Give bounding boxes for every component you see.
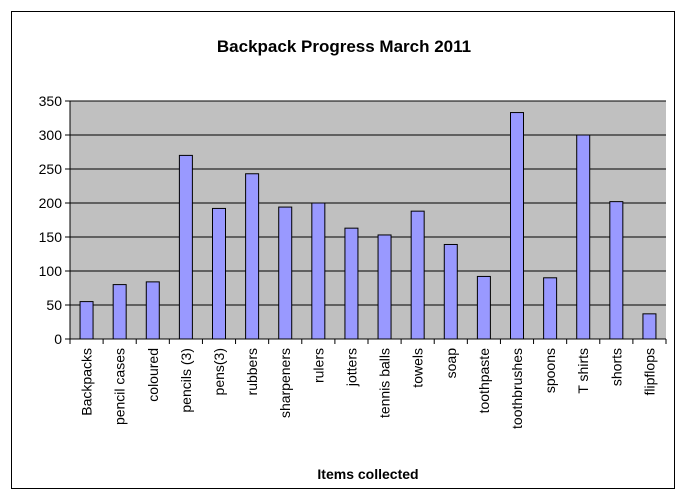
bar xyxy=(178,154,193,340)
x-tick-label: coloured xyxy=(145,348,161,402)
y-tick-label: 350 xyxy=(39,93,63,109)
y-tick-label: 50 xyxy=(46,297,62,313)
x-tick-label: sharpeners xyxy=(277,348,293,418)
x-tick-label: pencils (3) xyxy=(178,348,194,413)
x-axis-title: Items collected xyxy=(317,466,418,482)
chart-title: Backpack Progress March 2011 xyxy=(217,37,471,56)
axes xyxy=(65,100,667,344)
y-tick-label: 300 xyxy=(39,127,63,143)
y-tick-label: 0 xyxy=(54,331,62,347)
bar xyxy=(642,313,657,340)
bar xyxy=(476,275,491,340)
bar xyxy=(79,301,94,340)
x-tick-label: pencil cases xyxy=(112,348,128,425)
x-tick-label: T shirts xyxy=(575,348,591,394)
bar xyxy=(245,173,260,340)
bars xyxy=(79,112,657,340)
x-tick-label: toothbrushes xyxy=(509,348,525,429)
x-tick-label: spoons xyxy=(542,348,558,393)
bar xyxy=(212,207,226,340)
y-tick-labels: 0 50 100 150 200 250 300 350 xyxy=(39,93,63,347)
x-tick-label: flipflops xyxy=(641,348,657,395)
chart-frame: Backpack Progress March 2011 0 50 100 150 20… xyxy=(11,11,675,489)
x-tick-label: toothpaste xyxy=(476,348,492,414)
bar xyxy=(609,201,624,340)
y-tick-label: 150 xyxy=(39,229,63,245)
y-tick-label: 100 xyxy=(39,263,63,279)
y-tick-label: 200 xyxy=(39,195,63,211)
x-tick-label: shorts xyxy=(608,348,624,386)
x-tick-label: Backpacks xyxy=(79,348,95,416)
bar xyxy=(278,206,293,340)
x-tick-label: towels xyxy=(410,348,426,388)
bar xyxy=(576,134,591,340)
x-tick-labels: Backpacks pencil cases coloured pencils (3)… xyxy=(79,348,658,429)
bar xyxy=(443,243,458,340)
plot-area xyxy=(70,101,666,339)
bar xyxy=(344,227,359,340)
x-tick-label: rulers xyxy=(310,348,326,383)
x-tick-label: soap xyxy=(443,348,459,379)
x-tick-label: jotters xyxy=(343,348,359,387)
x-tick-label: pens(3) xyxy=(211,348,227,395)
bar-chart: Backpack Progress March 2011 0 50 100 150 20… xyxy=(39,37,667,482)
gridlines xyxy=(70,100,666,306)
bar xyxy=(145,281,160,340)
bar xyxy=(377,234,392,340)
bar xyxy=(510,112,524,340)
x-tick-label: tennis balls xyxy=(377,348,393,418)
y-tick-label: 250 xyxy=(39,161,63,177)
bar xyxy=(311,202,326,340)
bar xyxy=(112,284,127,340)
bar xyxy=(543,277,558,340)
bar xyxy=(410,210,425,340)
x-tick-label: rubbers xyxy=(244,348,260,395)
